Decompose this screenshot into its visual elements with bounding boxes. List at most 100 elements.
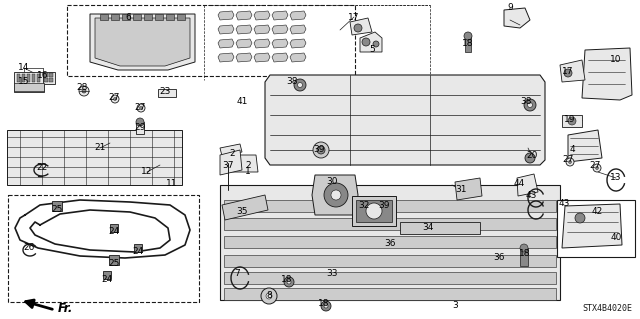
Bar	[52, 201, 62, 211]
Circle shape	[595, 167, 598, 169]
Polygon shape	[360, 32, 382, 52]
Polygon shape	[350, 18, 372, 35]
Polygon shape	[236, 53, 252, 62]
Text: 18: 18	[281, 275, 292, 284]
Polygon shape	[272, 11, 288, 20]
Text: 27: 27	[134, 102, 146, 112]
Circle shape	[324, 304, 328, 308]
Bar	[400, 222, 480, 234]
Polygon shape	[560, 60, 585, 82]
Text: 33: 33	[326, 269, 338, 278]
Text: 7: 7	[234, 269, 240, 278]
Circle shape	[266, 293, 272, 299]
Polygon shape	[290, 25, 306, 34]
Text: 44: 44	[513, 180, 525, 189]
Text: 14: 14	[19, 63, 29, 72]
Circle shape	[82, 89, 86, 93]
Polygon shape	[312, 175, 358, 215]
Bar	[155, 14, 163, 20]
Bar	[49, 78, 53, 82]
Polygon shape	[220, 144, 242, 156]
Text: 38: 38	[286, 78, 298, 86]
Text: 18: 18	[462, 40, 474, 48]
Text: 20: 20	[526, 152, 538, 160]
Text: 31: 31	[455, 186, 467, 195]
Circle shape	[373, 41, 379, 47]
Bar	[356, 200, 392, 222]
Polygon shape	[218, 25, 234, 34]
Text: 16: 16	[37, 70, 49, 79]
Text: 25: 25	[51, 204, 63, 213]
Polygon shape	[220, 185, 560, 300]
Bar	[224, 288, 556, 300]
Bar	[67, 5, 355, 76]
Polygon shape	[272, 25, 288, 34]
Bar	[100, 14, 108, 20]
Text: 43: 43	[525, 191, 537, 201]
Circle shape	[79, 86, 89, 96]
Circle shape	[298, 83, 303, 87]
Bar	[224, 255, 556, 267]
Text: 25: 25	[108, 258, 120, 268]
Text: Fr.: Fr.	[58, 301, 74, 315]
Circle shape	[378, 200, 394, 216]
Text: 2: 2	[229, 149, 235, 158]
Polygon shape	[254, 11, 270, 20]
Polygon shape	[504, 8, 530, 28]
Polygon shape	[254, 39, 270, 48]
Polygon shape	[254, 25, 270, 34]
Text: 32: 32	[358, 202, 370, 211]
Polygon shape	[290, 53, 306, 62]
Circle shape	[136, 118, 144, 126]
Text: 24: 24	[108, 226, 120, 235]
Text: 26: 26	[23, 242, 35, 251]
Text: 8: 8	[266, 292, 272, 300]
Bar	[134, 244, 142, 252]
Text: 34: 34	[422, 224, 434, 233]
Polygon shape	[272, 53, 288, 62]
Bar	[520, 248, 528, 266]
Text: 15: 15	[19, 77, 29, 85]
Circle shape	[113, 98, 116, 100]
Bar	[44, 78, 48, 82]
Polygon shape	[290, 11, 306, 20]
Text: 40: 40	[611, 234, 621, 242]
Text: 17: 17	[563, 66, 573, 76]
Text: 22: 22	[36, 164, 47, 173]
Text: 23: 23	[159, 87, 171, 97]
Text: STX4B4020E: STX4B4020E	[582, 304, 632, 313]
Bar	[133, 14, 141, 20]
Circle shape	[382, 204, 390, 212]
Text: 24: 24	[132, 248, 143, 256]
Circle shape	[137, 104, 145, 112]
Text: 10: 10	[611, 56, 621, 64]
Bar	[49, 73, 53, 77]
Text: 37: 37	[222, 160, 234, 169]
Circle shape	[593, 164, 601, 172]
Text: 1: 1	[245, 167, 251, 176]
Polygon shape	[517, 174, 538, 196]
Polygon shape	[220, 150, 242, 175]
Polygon shape	[236, 39, 252, 48]
Polygon shape	[218, 39, 234, 48]
Bar	[352, 196, 396, 226]
Text: 42: 42	[591, 207, 603, 217]
Text: 2: 2	[245, 160, 251, 169]
Polygon shape	[582, 48, 632, 100]
Circle shape	[566, 158, 574, 166]
Circle shape	[568, 117, 576, 125]
Circle shape	[287, 280, 291, 284]
Text: 21: 21	[94, 144, 106, 152]
Circle shape	[568, 160, 572, 164]
Text: 38: 38	[520, 97, 532, 106]
Circle shape	[464, 32, 472, 40]
Bar	[224, 236, 556, 248]
Text: 19: 19	[564, 115, 576, 124]
Circle shape	[354, 24, 362, 32]
Bar	[465, 36, 471, 52]
Text: 27: 27	[563, 154, 573, 164]
Bar	[22, 74, 25, 82]
Bar	[14, 83, 44, 91]
Bar	[7, 130, 182, 185]
Text: 9: 9	[507, 4, 513, 12]
